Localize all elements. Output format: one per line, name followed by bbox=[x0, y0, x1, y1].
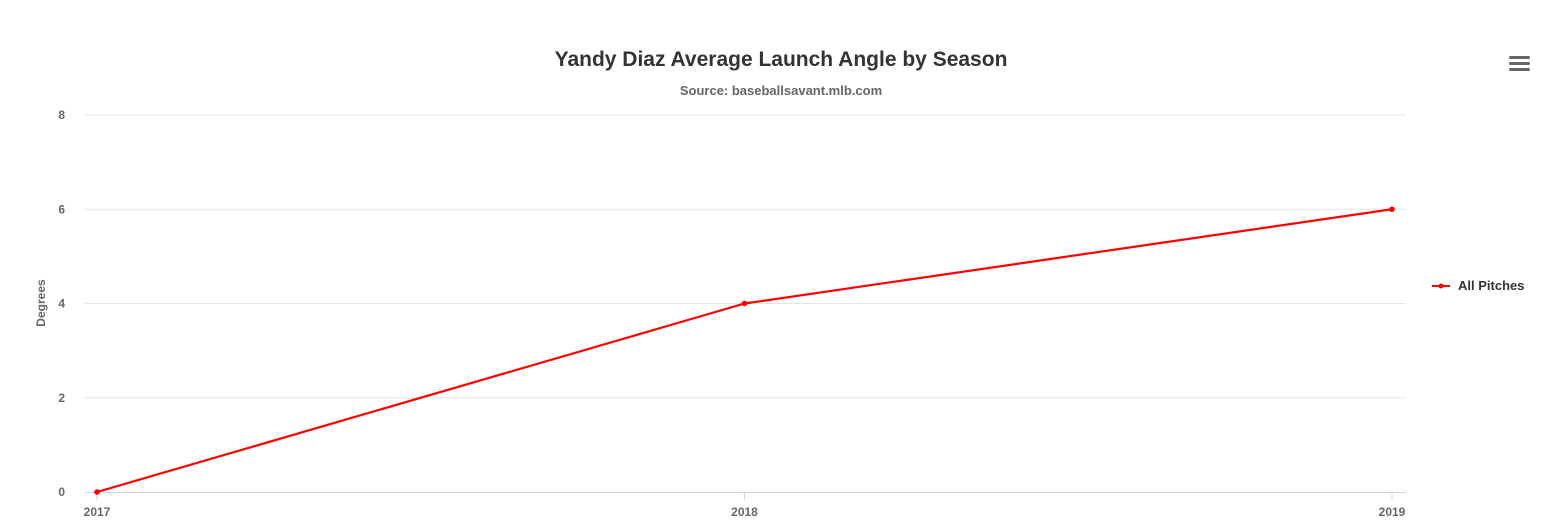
data-point[interactable] bbox=[741, 300, 748, 307]
y-tick-label: 2 bbox=[58, 391, 65, 405]
y-axis-title: Degrees bbox=[34, 279, 48, 327]
y-tick-label: 8 bbox=[58, 108, 65, 122]
legend-marker bbox=[1438, 283, 1444, 289]
legend-label[interactable]: All Pitches bbox=[1458, 278, 1524, 293]
x-axis-ticks: 2017 2018 2019 bbox=[84, 492, 1406, 519]
x-tick-label: 2018 bbox=[731, 505, 758, 519]
x-tick-label: 2017 bbox=[84, 505, 111, 519]
chart-title: Yandy Diaz Average Launch Angle by Seaso… bbox=[555, 48, 1008, 71]
y-tick-label: 4 bbox=[58, 297, 65, 311]
hamburger-menu-icon[interactable] bbox=[1506, 50, 1534, 78]
y-tick-label: 0 bbox=[58, 485, 65, 499]
data-point[interactable] bbox=[1389, 206, 1395, 213]
y-axis-ticks: 0 2 4 6 8 bbox=[58, 108, 65, 499]
y-tick-label: 6 bbox=[58, 202, 65, 216]
series-line-0 bbox=[95, 208, 1394, 494]
data-point[interactable] bbox=[94, 489, 100, 495]
chart-subtitle: Source: baseballsavant.mlb.com bbox=[680, 83, 882, 98]
series-layer bbox=[94, 206, 1395, 495]
legend[interactable]: All Pitches bbox=[1432, 278, 1524, 293]
x-tick-label: 2019 bbox=[1379, 505, 1406, 519]
grid bbox=[85, 114, 1406, 493]
